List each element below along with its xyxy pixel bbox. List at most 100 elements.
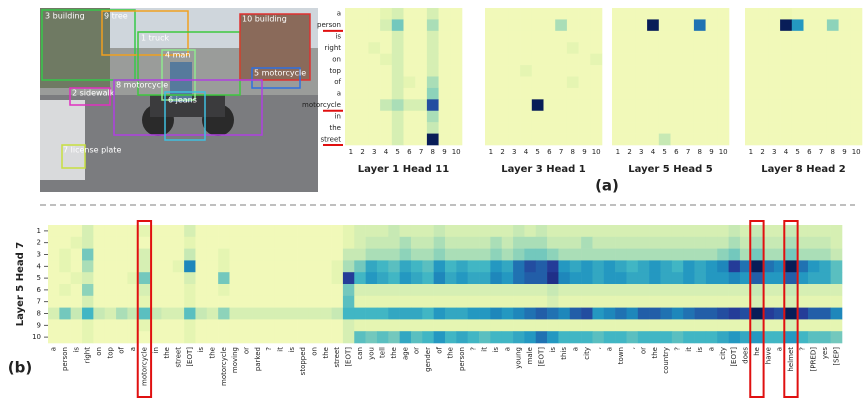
heatmap-cell: [450, 122, 463, 134]
heatmap-cell: [345, 53, 357, 66]
heatmap-cell: [705, 19, 718, 32]
heatmap-cell: [48, 295, 60, 308]
heatmap-cell: [496, 122, 509, 134]
heatmap-cell: [422, 236, 434, 249]
column-label: 5: [395, 148, 399, 156]
heatmap-cell: [415, 122, 428, 134]
heatmap-cell: [543, 30, 556, 43]
heatmap-cell: [59, 272, 71, 285]
heatmap-cell: [320, 225, 332, 238]
heatmap-cell: [331, 307, 344, 320]
heatmap-cell: [682, 133, 695, 146]
heatmap-cell: [693, 19, 706, 32]
heatmap-cell: [172, 284, 185, 297]
heatmap-cell: [649, 225, 661, 238]
heatmap-cell: [717, 331, 729, 344]
heatmap-cell: [513, 284, 525, 297]
heatmap-cell: [739, 225, 752, 238]
column-label: 10: [592, 148, 601, 156]
heatmap-cell: [569, 225, 582, 238]
heatmap-cell: [581, 225, 593, 238]
heatmap-cell: [751, 284, 763, 297]
heatmap-cell: [543, 19, 556, 32]
token-label: or: [640, 347, 648, 354]
heatmap-cell: [694, 248, 707, 261]
heatmap-cell: [356, 122, 369, 134]
heatmap-cell: [603, 248, 616, 261]
heatmap-cell: [756, 87, 769, 100]
heatmap-cell: [819, 260, 831, 273]
heatmap-cell: [717, 236, 729, 249]
heatmap-cell: [626, 331, 639, 344]
heatmap-cell: [728, 319, 741, 332]
heatmap-cell: [410, 319, 423, 332]
heatmap-cell: [694, 225, 707, 238]
heatmap-cell: [635, 133, 648, 146]
heatmap-cell: [161, 295, 174, 308]
token-label: the: [651, 347, 659, 359]
heatmap-cell: [127, 331, 140, 344]
heatmap-cell: [826, 19, 839, 32]
heatmap-cell: [467, 319, 480, 332]
heatmap-cell: [184, 319, 196, 332]
heatmap-cell: [566, 42, 579, 54]
heatmap-cell: [368, 19, 381, 32]
heatmap-cell: [547, 272, 559, 285]
heatmap-cell: [671, 295, 684, 308]
heatmap-cell: [195, 248, 208, 261]
heatmap-cell: [683, 225, 695, 238]
heatmap-cell: [391, 87, 404, 100]
heatmap-cell: [184, 248, 196, 261]
heatmap-cell: [368, 99, 381, 112]
heatmap-cell: [252, 272, 264, 285]
heatmap-title: Layer 3 Head 1: [501, 164, 586, 175]
heatmap-cell: [682, 99, 695, 112]
heatmap-cell: [745, 99, 757, 112]
heatmap-cell: [93, 260, 106, 273]
heatmap-cell: [368, 53, 381, 66]
heatmap-cell: [485, 76, 497, 89]
heatmap-cell: [531, 42, 544, 54]
bbox: [69, 87, 111, 106]
heatmap-cell: [524, 260, 537, 273]
heatmap-cell: [850, 122, 863, 134]
heatmap-cell: [717, 76, 730, 89]
heatmap-cell: [82, 260, 94, 273]
heatmap-cell: [263, 295, 276, 308]
heatmap-cell: [391, 76, 404, 89]
heatmap-cell: [150, 284, 162, 297]
heatmap-cell: [728, 260, 741, 273]
heatmap-cell: [403, 53, 416, 66]
heatmap-cell: [649, 295, 661, 308]
heatmap-cell: [240, 248, 253, 261]
heatmap-cell: [263, 236, 276, 249]
heatmap-cell: [150, 331, 162, 344]
heatmap-cell: [104, 307, 117, 320]
heatmap-cell: [356, 53, 369, 66]
column-label: 10: [852, 148, 861, 156]
heatmap-cell: [426, 42, 439, 54]
heatmap-cell: [670, 99, 683, 112]
heatmap-cell: [830, 225, 843, 238]
heatmap-cell: [751, 260, 763, 273]
heatmap-cell: [803, 110, 816, 123]
heatmap-cell: [647, 8, 660, 20]
heatmap-cell: [705, 331, 718, 344]
heatmap-cell: [496, 42, 509, 54]
heatmap-cell: [70, 236, 83, 249]
heatmap-cell: [592, 295, 605, 308]
heatmap-cell: [785, 260, 797, 273]
heatmap-cell: [815, 65, 828, 77]
row-label: a: [337, 10, 341, 18]
heatmap-cell: [501, 236, 514, 249]
heatmap-cell: [581, 331, 593, 344]
heatmap-cell: [592, 331, 605, 344]
heatmap-cell: [547, 307, 559, 320]
heatmap-cell: [456, 319, 468, 332]
heatmap-cell: [240, 295, 253, 308]
heatmap-cell: [762, 248, 775, 261]
heatmap-cell: [450, 87, 463, 100]
heatmap-cell: [756, 110, 769, 123]
heatmap-cell: [717, 307, 729, 320]
heatmap-cell: [531, 65, 544, 77]
